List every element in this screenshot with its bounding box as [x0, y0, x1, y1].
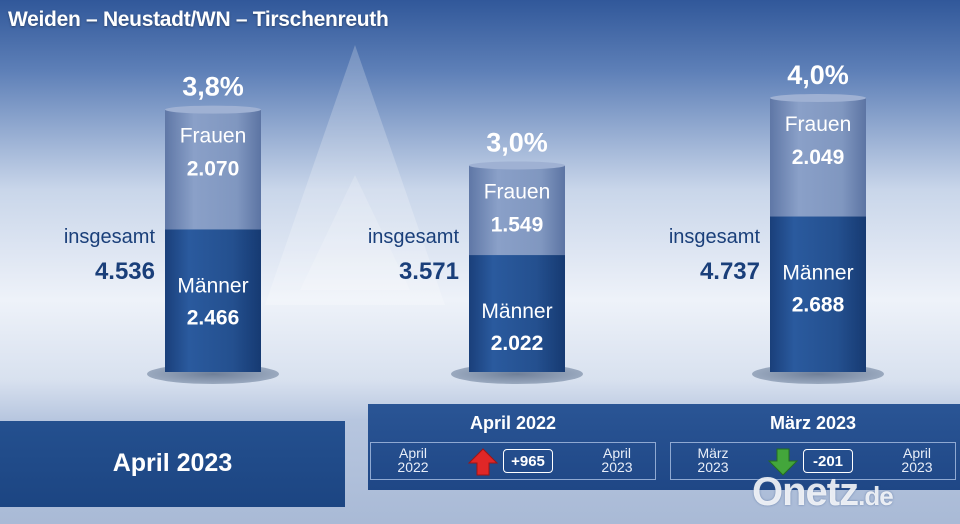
current-period-panel: April 2023 [0, 421, 345, 507]
comparison-from: April 2022 [383, 446, 443, 474]
frauen-value: 2.070 [187, 158, 240, 181]
total-label: insgesamt [368, 226, 460, 248]
chart-title: Weiden – Neustadt/WN – Tirschenreuth [8, 8, 389, 31]
quote-label: 3,8% [182, 72, 244, 102]
bar-frauen [469, 165, 565, 256]
comparison-head: April 2022 [469, 413, 557, 433]
comparison-year: April 2022 April 2022 +965 April 2023 [368, 404, 658, 490]
frauen-value: 2.049 [792, 146, 845, 169]
delta-badge: -201 [803, 449, 853, 473]
comparison-from-year: 2022 [397, 459, 429, 475]
comparison-box: April 2022 +965 April 2023 [370, 442, 656, 480]
maenner-label: Männer [177, 274, 248, 297]
arrow-up-icon [467, 448, 499, 476]
comparison-month: März 2023 März 2023 -201 April 2023 [668, 404, 958, 490]
comparison-from-month: April [398, 445, 427, 461]
comparison-box: März 2023 -201 April 2023 [670, 442, 956, 480]
total-value: 4.737 [700, 258, 760, 285]
bar-frauen [165, 109, 261, 230]
bar-top-cap [165, 105, 261, 114]
maenner-value: 2.466 [187, 306, 240, 329]
current-period-label: April 2023 [112, 449, 233, 477]
comparison-to-month: April [902, 445, 931, 461]
frauen-label: Frauen [484, 180, 551, 203]
bar-top-cap [770, 94, 866, 102]
total-label: insgesamt [64, 226, 156, 248]
maenner-label: Männer [782, 262, 853, 285]
comparison-to: April 2023 [887, 446, 947, 474]
bar-top-cap [469, 161, 565, 170]
maenner-label: Männer [481, 300, 552, 323]
arrow-down-icon [767, 448, 799, 476]
watermark-logo: Onetz.de [752, 470, 894, 515]
comparison-from-year: 2023 [697, 459, 729, 475]
total-label: insgesamt [669, 226, 761, 248]
frauen-value: 1.549 [491, 213, 544, 236]
watermark-tld: .de [858, 481, 894, 511]
bar-maenner [165, 229, 261, 372]
comparison-from: März 2023 [683, 446, 743, 474]
quote-label: 3,0% [486, 127, 548, 157]
delta-badge: +965 [503, 449, 553, 473]
comparison-to-month: April [602, 445, 631, 461]
maenner-value: 2.688 [792, 294, 845, 317]
comparison-to-year: 2023 [601, 459, 633, 475]
bar-frauen [770, 98, 866, 217]
total-value: 3.571 [399, 258, 459, 285]
comparison-head: März 2023 [769, 413, 857, 433]
bg-decoration [265, 45, 445, 305]
total-value: 4.536 [95, 258, 155, 285]
comparison-to-year: 2023 [901, 459, 933, 475]
frauen-label: Frauen [785, 113, 852, 136]
watermark-main: Onetz [752, 470, 859, 514]
bar-maenner [469, 255, 565, 372]
comparison-panel: April 2022 April 2022 +965 April 2023 Mä… [368, 404, 960, 490]
quote-label: 4,0% [787, 60, 849, 90]
bar-maenner [770, 216, 866, 372]
comparison-from-month: März [697, 445, 729, 461]
maenner-value: 2.022 [491, 332, 544, 355]
frauen-label: Frauen [180, 125, 247, 148]
bars-layer: 3,8% Frauen 2.070 Männer 2.466 insgesamt 4.536… [64, 60, 884, 384]
comparison-to: April 2023 [587, 446, 647, 474]
